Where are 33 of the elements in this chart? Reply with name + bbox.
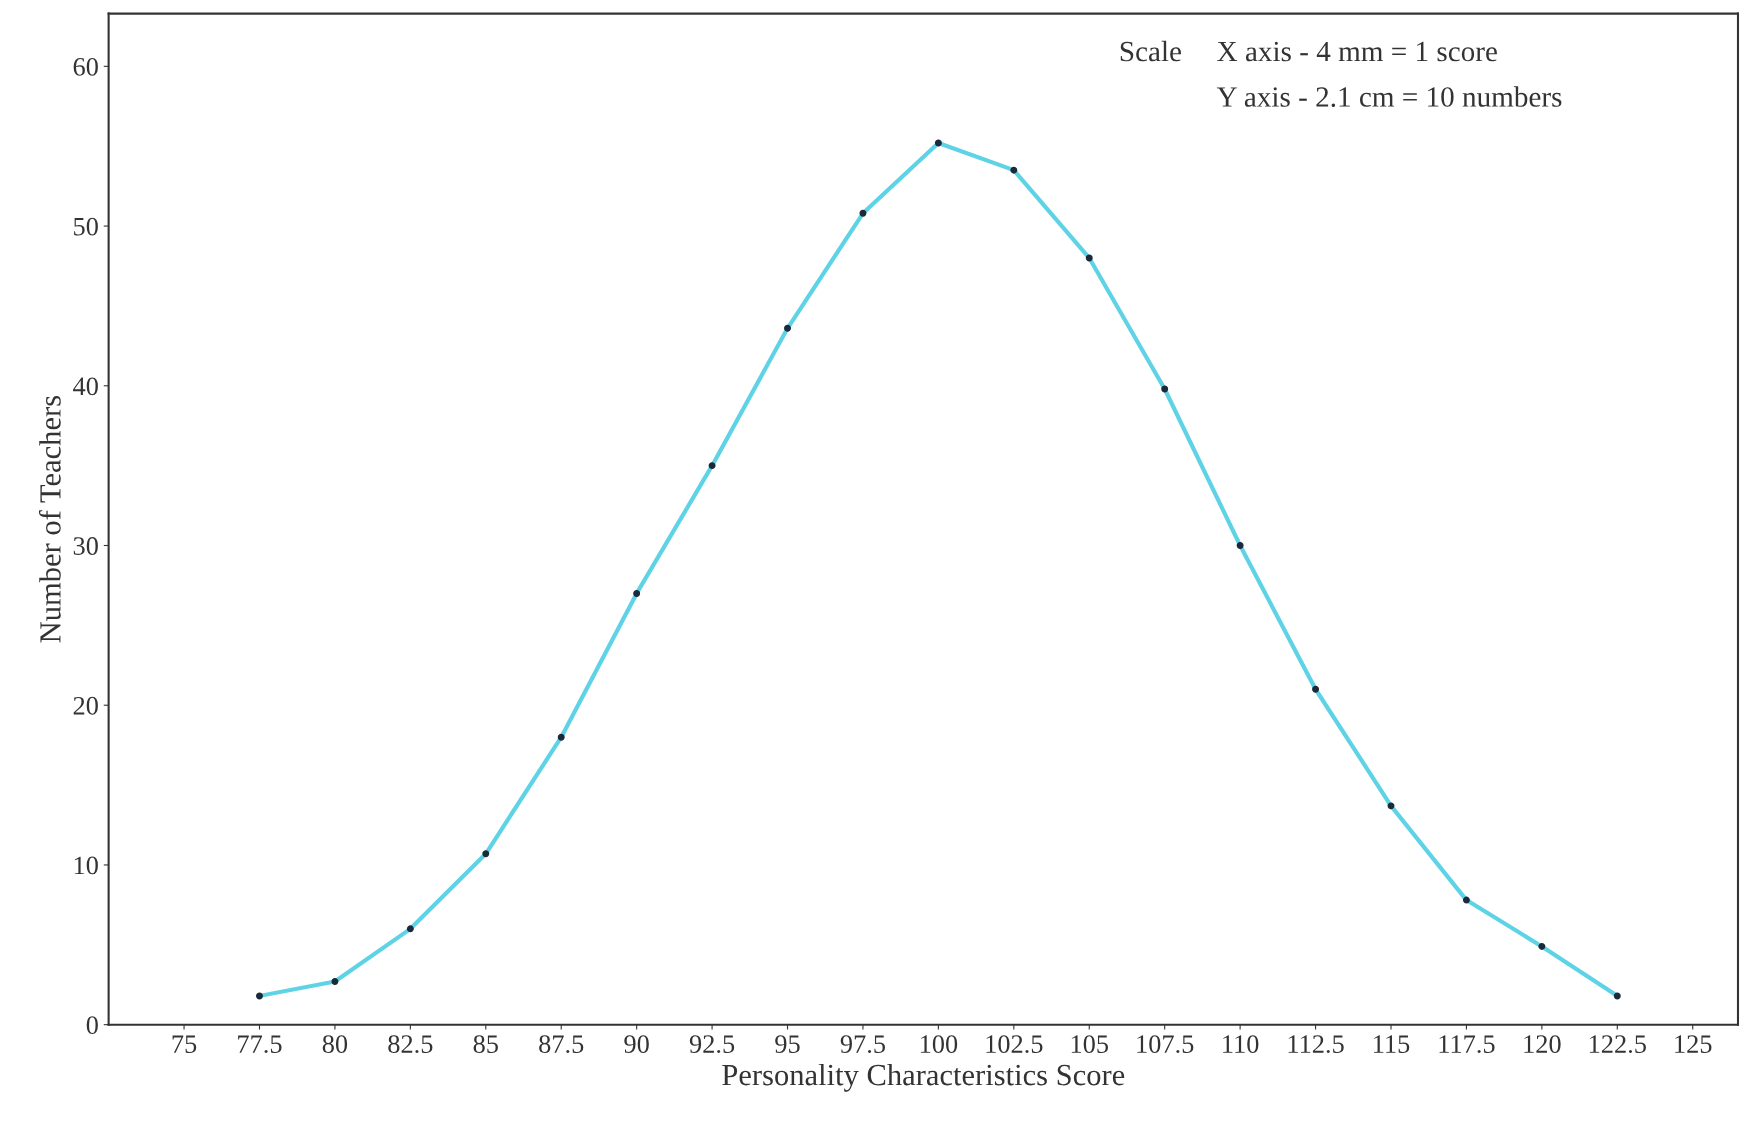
x-tick-label: 110 bbox=[1223, 1035, 1259, 1053]
y-tick-label: 60 bbox=[73, 57, 98, 76]
x-tick-label: 82.5 bbox=[388, 1035, 433, 1054]
x-tick-label: 122.5 bbox=[1589, 1035, 1646, 1054]
annotation: X axis - 4 mm = 1 score bbox=[1217, 41, 1497, 62]
x-tick-label: 75 bbox=[172, 1035, 197, 1053]
x-tick-label: 120 bbox=[1524, 1035, 1561, 1053]
x-tick-label: 77.5 bbox=[238, 1035, 282, 1054]
annotation: Scale bbox=[1120, 40, 1181, 62]
y-tick-label: 10 bbox=[74, 856, 98, 875]
x-tick-label: 117.5 bbox=[1439, 1035, 1495, 1054]
x-tick-label: 112.5 bbox=[1288, 1035, 1344, 1054]
x-tick-label: 105 bbox=[1071, 1035, 1109, 1053]
y-tick-label: 30 bbox=[73, 537, 98, 555]
x-tick-label: 107.5 bbox=[1137, 1035, 1194, 1054]
x-tick-label: 92.5 bbox=[689, 1035, 735, 1054]
x-tick-label: 102.5 bbox=[986, 1035, 1043, 1054]
y-tick-label: 20 bbox=[73, 696, 98, 715]
y-tick-label: 50 bbox=[74, 217, 98, 236]
x-tick-label: 87.5 bbox=[539, 1035, 584, 1054]
y-tick-label: 40 bbox=[73, 377, 98, 396]
x-tick-label: 115 bbox=[1374, 1035, 1410, 1053]
x-tick-label: 85 bbox=[473, 1035, 498, 1053]
y-tick-label: 0 bbox=[86, 1016, 98, 1035]
x-tick-label: 80 bbox=[322, 1035, 348, 1053]
x-tick-label: 97.5 bbox=[840, 1035, 886, 1054]
annotation: Y axis - 2.1 cm = 10 numbers bbox=[1216, 86, 1562, 107]
x-tick-label: 90 bbox=[624, 1035, 649, 1053]
x-tick-label: 95 bbox=[775, 1035, 800, 1053]
x-tick-label: 125 bbox=[1675, 1035, 1712, 1053]
x-axis-title: Personality Characteristics Score bbox=[722, 1063, 1125, 1092]
x-tick-label: 100 bbox=[920, 1035, 958, 1053]
y-axis-title: Number of Teachers bbox=[38, 396, 61, 643]
